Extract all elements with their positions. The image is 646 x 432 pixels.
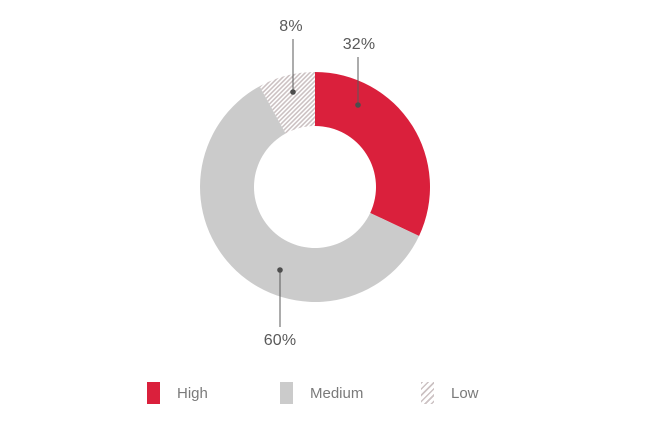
legend-swatch-high-icon [147,382,160,404]
legend-swatch-low-icon [421,382,434,404]
donut-segment-medium [200,86,420,302]
donut-segment-low [259,72,315,134]
leader-dot-medium [277,267,283,273]
legend-item-medium: Medium [280,382,363,404]
chart-legend: High Medium Low [0,382,646,406]
leader-dot-high [355,102,361,108]
leader-dot-low [290,89,296,95]
legend-swatch-medium-icon [280,382,293,404]
legend-label-low: Low [451,384,479,402]
callout-label-medium: 60% [263,332,297,349]
callout-label-high: 32% [342,36,376,53]
legend-item-low: Low [421,382,479,404]
legend-label-high: High [177,384,208,402]
leader-lines [277,39,361,327]
donut-segment-high [315,72,431,236]
legend-label-medium: Medium [310,384,364,402]
donut-segments [200,72,431,302]
callout-label-low: 8% [279,18,303,35]
legend-item-high: High [147,382,208,404]
